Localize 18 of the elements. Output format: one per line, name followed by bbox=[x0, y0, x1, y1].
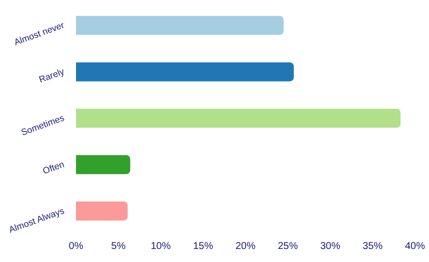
bar bbox=[76, 62, 294, 82]
x-tick-label: 35% bbox=[362, 241, 383, 252]
y-tick-label: Almost never bbox=[12, 20, 66, 48]
x-tick-label: 5% bbox=[111, 241, 126, 252]
x-tick-label: 0% bbox=[68, 241, 84, 252]
x-tick-label: 40% bbox=[404, 241, 426, 252]
x-tick-label: 25% bbox=[278, 241, 298, 252]
x-tick-label: 20% bbox=[235, 241, 256, 252]
y-tick-label: Rarely bbox=[38, 66, 66, 85]
bar bbox=[76, 16, 284, 35]
y-tick-label: Almost Always bbox=[8, 205, 66, 235]
x-tick-label: 30% bbox=[320, 241, 340, 252]
x-tick-label: 15% bbox=[193, 241, 214, 252]
bar bbox=[76, 155, 130, 174]
bar bbox=[76, 202, 128, 221]
bar bbox=[76, 108, 401, 128]
x-tick-label: 10% bbox=[150, 241, 171, 252]
y-tick-label: Often bbox=[41, 159, 66, 176]
